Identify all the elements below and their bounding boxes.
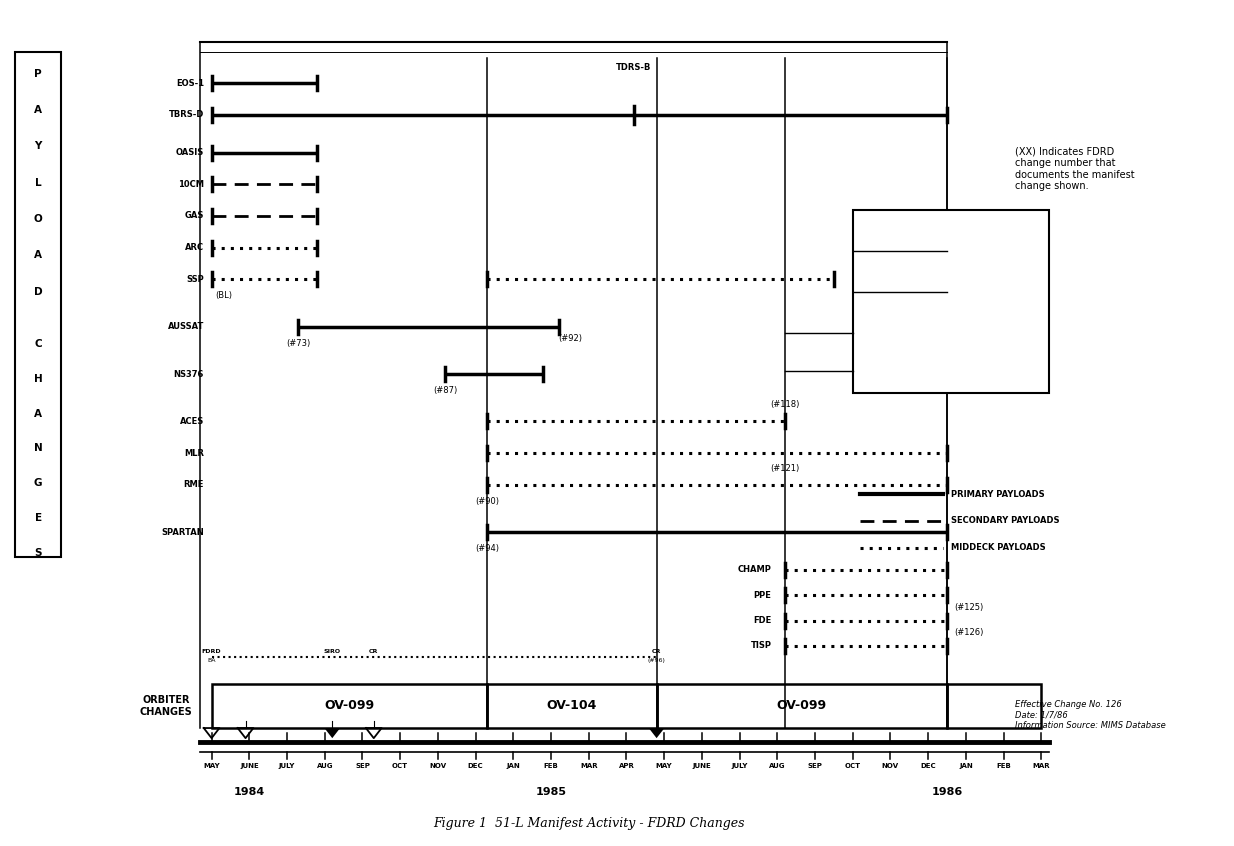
Text: LAUNCH DATES: LAUNCH DATES <box>906 219 996 229</box>
Text: (#121): (#121) <box>770 464 800 473</box>
Text: JUNE: JUNE <box>239 763 259 769</box>
Text: 1/22/86: 1/22/86 <box>926 327 975 339</box>
Text: AUG: AUG <box>316 763 333 769</box>
Text: MAY: MAY <box>655 763 673 769</box>
Text: FDE: FDE <box>754 616 771 625</box>
Text: JUNE: JUNE <box>692 763 711 769</box>
Text: N: N <box>33 443 42 453</box>
Text: (XX) Indicates FDRD
change number that
documents the manifest
change shown.: (XX) Indicates FDRD change number that d… <box>1014 146 1134 191</box>
Text: TBRS-D: TBRS-D <box>169 110 204 119</box>
Text: FDRD: FDRD <box>202 649 221 654</box>
Text: Effective Change No. 126
Date: 1/7/86
Information Source: MIMS Database: Effective Change No. 126 Date: 1/7/86 In… <box>1014 700 1166 730</box>
Text: A: A <box>35 250 42 261</box>
Text: P: P <box>35 69 42 79</box>
Text: 11/27/85: 11/27/85 <box>922 285 980 299</box>
Text: (#96): (#96) <box>648 658 665 663</box>
Text: SEP: SEP <box>807 763 822 769</box>
Text: NS376: NS376 <box>174 370 204 378</box>
Text: RME: RME <box>184 481 204 489</box>
Text: CR: CR <box>652 649 661 654</box>
Bar <box>853 210 1049 393</box>
Text: (BL): (BL) <box>216 291 232 300</box>
Bar <box>16 52 60 558</box>
Text: Y: Y <box>35 141 42 151</box>
Text: OCT: OCT <box>392 763 408 769</box>
Bar <box>487 684 656 728</box>
Text: O: O <box>33 214 42 224</box>
Text: MLR: MLR <box>184 448 204 458</box>
Text: DEC: DEC <box>921 763 935 769</box>
Text: MAR: MAR <box>1033 763 1050 769</box>
Text: (#118): (#118) <box>770 400 800 409</box>
Text: 1984: 1984 <box>233 787 265 797</box>
Text: (#87): (#87) <box>433 386 458 395</box>
Text: SPARTAN: SPARTAN <box>162 528 204 536</box>
Text: OV-099: OV-099 <box>776 700 827 712</box>
Text: OCT: OCT <box>844 763 861 769</box>
Text: TDRS-B: TDRS-B <box>616 63 652 72</box>
Text: C: C <box>35 339 42 349</box>
Text: JAN: JAN <box>506 763 521 769</box>
Text: (#90): (#90) <box>475 497 499 506</box>
Text: FEB: FEB <box>544 763 558 769</box>
Text: 1985: 1985 <box>536 787 566 797</box>
Text: MIDDECK PAYLOADS: MIDDECK PAYLOADS <box>950 543 1045 552</box>
Text: (#125): (#125) <box>955 603 983 612</box>
Text: CR: CR <box>369 649 379 654</box>
Text: A: A <box>35 409 42 419</box>
Text: SECONDARY PAYLOADS: SECONDARY PAYLOADS <box>950 517 1059 525</box>
Text: (#73): (#73) <box>286 338 311 348</box>
Text: GAS: GAS <box>185 212 204 221</box>
Text: ARC: ARC <box>185 243 204 252</box>
Text: (#92): (#92) <box>559 334 582 343</box>
Text: FEB: FEB <box>996 763 1011 769</box>
Text: 10CM: 10CM <box>178 180 204 189</box>
Text: SSP: SSP <box>186 275 204 283</box>
Text: L: L <box>35 178 42 188</box>
Text: PPE: PPE <box>754 591 771 600</box>
Text: G: G <box>33 478 42 488</box>
Text: EOS-1: EOS-1 <box>176 79 204 88</box>
Text: 1986: 1986 <box>932 787 963 797</box>
Polygon shape <box>325 728 341 739</box>
Text: AUG: AUG <box>769 763 786 769</box>
Text: Figure 1  51-L Manifest Activity - FDRD Changes: Figure 1 51-L Manifest Activity - FDRD C… <box>433 816 744 830</box>
Text: ORBITER
CHANGES: ORBITER CHANGES <box>139 695 193 717</box>
Text: SEP: SEP <box>355 763 370 769</box>
Text: AUSSAT: AUSSAT <box>168 322 204 331</box>
Bar <box>946 684 1041 728</box>
Text: SIRO: SIRO <box>323 649 341 654</box>
Text: CHAMP: CHAMP <box>738 565 771 574</box>
Text: H: H <box>33 374 42 384</box>
Text: DEC: DEC <box>468 763 484 769</box>
Text: D: D <box>33 287 42 297</box>
Polygon shape <box>649 728 664 739</box>
Text: S: S <box>35 547 42 558</box>
Text: OV-099: OV-099 <box>325 700 374 712</box>
Text: JULY: JULY <box>279 763 295 769</box>
Bar <box>211 684 487 728</box>
Text: NOV: NOV <box>882 763 900 769</box>
Text: (#126): (#126) <box>955 628 983 637</box>
Text: PRIMARY PAYLOADS: PRIMARY PAYLOADS <box>950 490 1044 498</box>
Text: E: E <box>35 513 42 523</box>
Text: JULY: JULY <box>732 763 748 769</box>
Bar <box>656 684 946 728</box>
Text: NOV: NOV <box>429 763 447 769</box>
Text: MAY: MAY <box>204 763 220 769</box>
Text: APR: APR <box>618 763 634 769</box>
Text: JAN: JAN <box>959 763 972 769</box>
Text: (#94): (#94) <box>475 544 499 553</box>
Text: A: A <box>35 105 42 115</box>
Text: 1/23/86: 1/23/86 <box>926 365 975 377</box>
Text: OV-104: OV-104 <box>547 700 597 712</box>
Text: OASIS: OASIS <box>175 148 204 157</box>
Text: TISP: TISP <box>750 641 771 651</box>
Text: ACES: ACES <box>180 417 204 426</box>
Text: 7/2/85: 7/2/85 <box>930 244 971 257</box>
Text: BA: BA <box>207 658 216 663</box>
Text: MAR: MAR <box>580 763 597 769</box>
